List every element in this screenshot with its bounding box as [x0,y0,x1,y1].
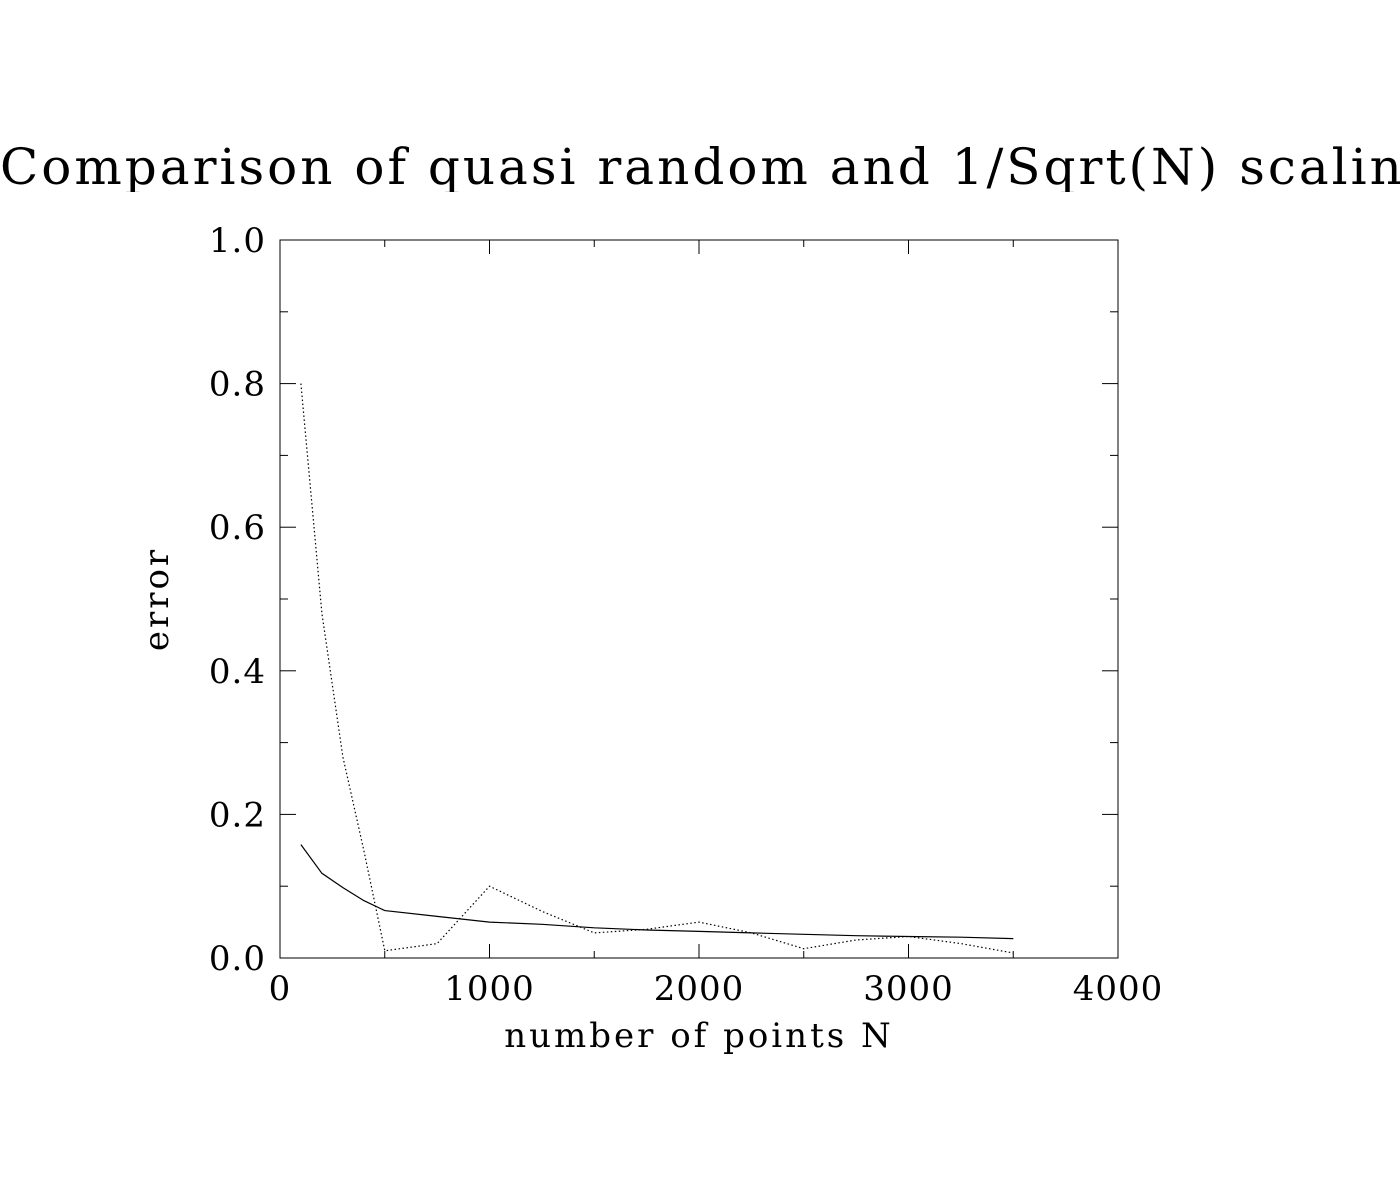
series-line-dotted-0 [300,383,1014,954]
tick-labels: 0 1000 2000 3000 4000 0.0 0.2 0.4 0.6 0.8 1.0 [209,221,1164,1009]
plot-frame [279,239,1119,959]
y-tick-label: 0.6 [209,508,266,548]
chart-title: Comparison of quasi random and 1/Sqrt(N)… [0,142,1400,192]
x-tick-label: 1000 [444,969,535,1009]
y-tick-label: 0.2 [209,795,266,835]
y-tick-label: 0.4 [209,652,266,692]
series-line-solid-1 [300,844,1014,940]
x-tick-label: 0 [269,969,292,1009]
x-tick-label: 2000 [654,969,745,1009]
y-tick-label: 1.0 [209,221,266,261]
y-tick-label: 0.0 [209,939,266,979]
y-axis-label: error [137,547,177,651]
axis-ticks [279,239,1119,959]
x-tick-label: 4000 [1073,969,1164,1009]
series-layer [300,383,1014,954]
y-tick-label: 0.8 [209,365,266,405]
x-tick-label: 3000 [863,969,954,1009]
x-axis-label: number of points N [504,1016,894,1056]
